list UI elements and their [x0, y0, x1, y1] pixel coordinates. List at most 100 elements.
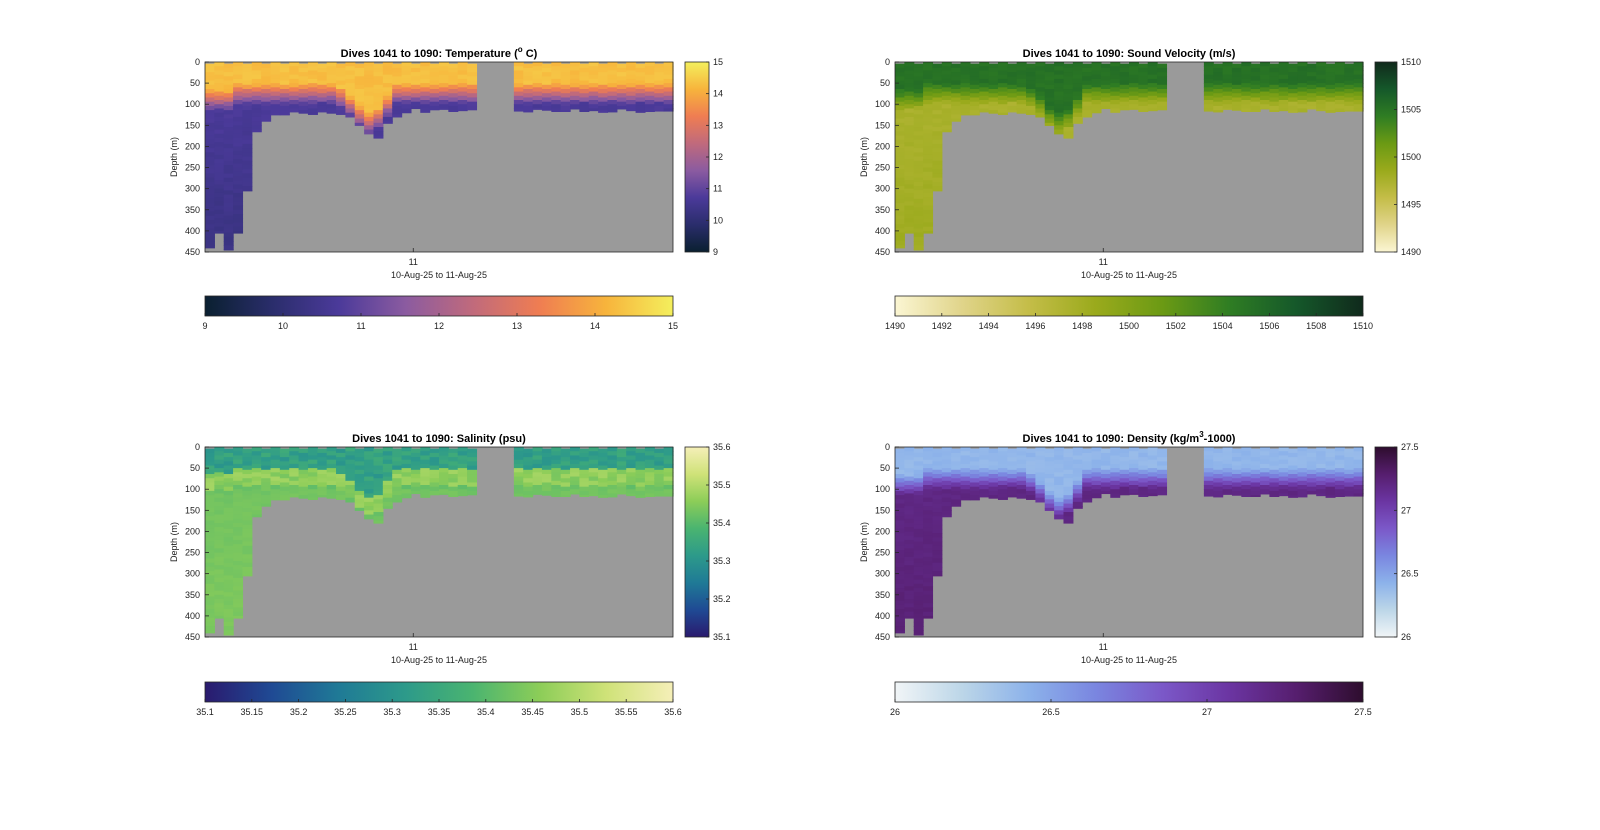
data-cell	[932, 169, 943, 175]
data-cell	[326, 83, 337, 88]
data-cell	[1072, 472, 1083, 478]
data-cell	[1203, 476, 1214, 482]
data-cell	[307, 463, 318, 469]
data-cell	[1297, 100, 1308, 105]
data-cell	[336, 495, 346, 500]
data-cell	[1316, 451, 1327, 457]
data-cell	[1203, 480, 1214, 486]
data-cell	[242, 490, 253, 496]
data-cell	[223, 617, 234, 623]
data-cell	[541, 469, 552, 475]
data-cell	[541, 97, 552, 103]
data-cell	[1241, 62, 1252, 67]
data-cell	[410, 469, 421, 475]
data-cell	[223, 177, 234, 183]
data-cell	[242, 499, 253, 505]
data-cell	[326, 74, 337, 80]
data-cell	[663, 459, 674, 465]
data-cell	[579, 469, 590, 475]
data-cell	[457, 95, 468, 101]
data-cell	[1054, 451, 1065, 457]
horizontal-colorbar-label: 1500	[1119, 321, 1139, 331]
data-cell	[654, 465, 665, 471]
data-cell	[317, 84, 328, 90]
data-cell	[420, 455, 431, 461]
data-cell	[298, 461, 309, 467]
data-cell	[1007, 80, 1018, 86]
data-cell	[1016, 112, 1027, 114]
data-cell	[1325, 93, 1336, 99]
data-cell	[913, 76, 924, 82]
data-cell	[214, 201, 225, 207]
data-cell	[988, 76, 999, 82]
data-cell	[895, 89, 905, 94]
y-tick-label: 300	[185, 184, 200, 194]
data-cell	[560, 495, 571, 497]
data-cell	[429, 465, 440, 471]
data-cell	[364, 112, 375, 118]
data-cell	[251, 70, 262, 76]
data-cell	[598, 105, 609, 111]
data-cell	[251, 116, 262, 122]
data-cell	[345, 468, 356, 473]
data-cell	[279, 474, 290, 479]
data-cell	[354, 490, 365, 496]
data-cell	[988, 448, 999, 454]
data-cell	[1222, 91, 1233, 97]
data-cell	[401, 108, 412, 114]
data-cell	[904, 480, 915, 486]
data-cell	[1306, 482, 1317, 488]
data-cell	[317, 89, 328, 94]
data-cell	[1297, 468, 1308, 473]
data-cell	[1278, 451, 1289, 457]
data-cell	[663, 472, 674, 478]
data-cell	[223, 105, 234, 111]
data-cell	[1213, 465, 1224, 471]
data-cell	[242, 63, 253, 69]
data-cell	[233, 100, 244, 105]
data-cell	[979, 451, 990, 457]
data-cell	[895, 84, 905, 90]
data-cell	[513, 455, 524, 461]
data-cell	[1119, 469, 1130, 475]
data-cell	[223, 562, 234, 568]
data-cell	[326, 459, 337, 465]
data-cell	[626, 447, 637, 452]
data-cell	[326, 87, 337, 93]
data-cell	[364, 62, 375, 67]
data-cell	[1334, 74, 1345, 80]
data-cell	[941, 74, 952, 80]
data-cell	[654, 97, 665, 103]
data-cell	[439, 74, 449, 80]
data-cell	[205, 452, 215, 458]
data-cell	[354, 486, 365, 492]
chart-title-superscript: o	[518, 45, 523, 54]
data-cell	[1035, 497, 1046, 503]
data-cell	[923, 514, 934, 520]
data-cell	[1250, 76, 1261, 82]
data-cell	[513, 468, 524, 473]
data-cell	[242, 541, 253, 547]
data-cell	[969, 465, 980, 471]
data-cell	[960, 476, 971, 482]
data-cell	[326, 480, 337, 486]
data-cell	[895, 181, 905, 187]
data-cell	[1203, 451, 1214, 457]
data-cell	[401, 455, 412, 461]
data-cell	[626, 100, 637, 105]
data-cell	[579, 84, 590, 90]
data-cell	[1278, 468, 1289, 473]
data-cell	[223, 67, 234, 73]
data-cell	[223, 545, 234, 551]
data-cell	[570, 493, 580, 495]
data-cell	[1054, 74, 1065, 80]
x-axis-label: 10-Aug-25 to 11-Aug-25	[391, 270, 487, 280]
data-cell	[513, 100, 524, 105]
data-cell	[233, 556, 244, 562]
data-cell	[233, 603, 244, 609]
data-cell	[1138, 461, 1149, 467]
data-cell	[904, 493, 915, 499]
data-cell	[1344, 93, 1355, 99]
horizontal-colorbar-label: 35.1	[196, 707, 214, 717]
